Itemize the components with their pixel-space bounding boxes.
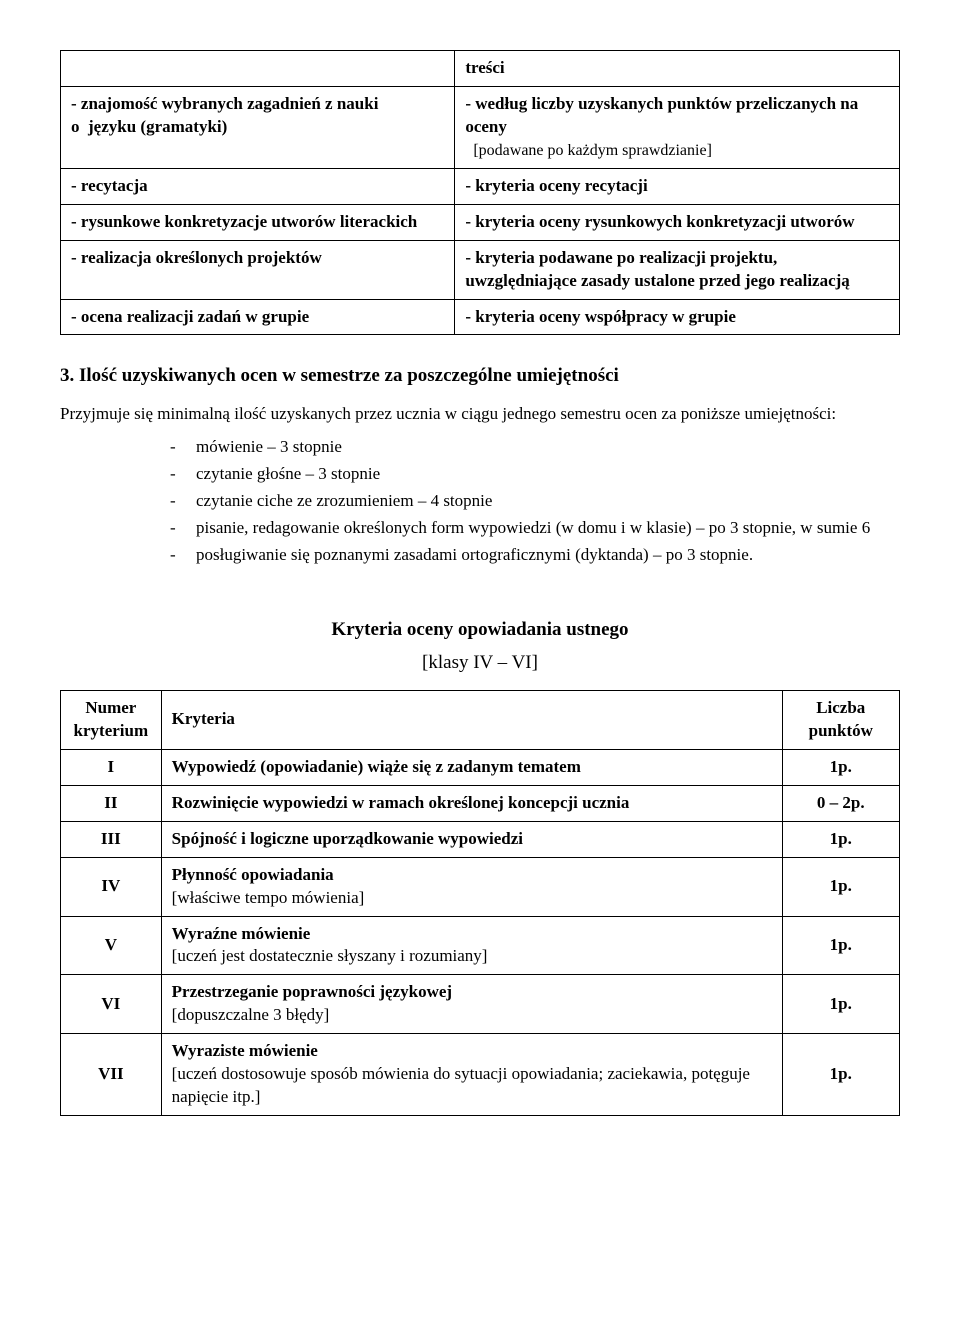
table-row: treści [61, 51, 900, 87]
table-row: IIISpójność i logiczne uporządkowanie wy… [61, 821, 900, 857]
criteria-text: Wyraźne mówienie[uczeń jest dostatecznie… [161, 916, 782, 975]
map-left-cell: - ocena realizacji zadań w grupie [61, 299, 455, 335]
map-left-cell [61, 51, 455, 87]
map-right-cell: - według liczby uzyskanych punktów przel… [455, 86, 900, 168]
criteria-num: III [61, 821, 162, 857]
criteria-text: Przestrzeganie poprawności językowej[dop… [161, 975, 782, 1034]
criteria-num: II [61, 785, 162, 821]
map-right-cell: - kryteria oceny współpracy w grupie [455, 299, 900, 335]
map-right-cell: - kryteria oceny rysunkowych konkretyzac… [455, 204, 900, 240]
mapping-table: treści- znajomość wybranych zagadnień z … [60, 50, 900, 335]
criteria-header-num: Numer kryterium [61, 690, 162, 749]
table-row: IIRozwinięcie wypowiedzi w ramach określ… [61, 785, 900, 821]
list-item: czytanie głośne – 3 stopnie [170, 463, 900, 486]
table-row: - znajomość wybranych zagadnień z nauki … [61, 86, 900, 168]
map-left-cell: - znajomość wybranych zagadnień z nauki … [61, 86, 455, 168]
criteria-text: Rozwinięcie wypowiedzi w ramach określon… [161, 785, 782, 821]
map-left-cell: - recytacja [61, 168, 455, 204]
table-row: - rysunkowe konkretyzacje utworów litera… [61, 204, 900, 240]
criteria-text: Wypowiedź (opowiadanie) wiąże się z zada… [161, 749, 782, 785]
map-right-cell: - kryteria podawane po realizacji projek… [455, 240, 900, 299]
criteria-points: 1p. [782, 1034, 899, 1116]
criteria-table: Numer kryterium Kryteria Liczba punktów … [60, 690, 900, 1116]
table-row: - ocena realizacji zadań w grupie- kryte… [61, 299, 900, 335]
table-row: VIIWyraziste mówienie[uczeń dostosowuje … [61, 1034, 900, 1116]
table-row: VWyraźne mówienie[uczeń jest dostateczni… [61, 916, 900, 975]
criteria-text: Płynność opowiadania[właściwe tempo mówi… [161, 857, 782, 916]
criteria-points: 1p. [782, 916, 899, 975]
criteria-num: VII [61, 1034, 162, 1116]
table-row: - recytacja- kryteria oceny recytacji [61, 168, 900, 204]
criteria-num: V [61, 916, 162, 975]
section-3-heading: 3. Ilość uzyskiwanych ocen w semestrze z… [60, 363, 900, 389]
table-row: - realizacja określonych projektów- kryt… [61, 240, 900, 299]
map-left-cell: - realizacja określonych projektów [61, 240, 455, 299]
list-item: czytanie ciche ze zrozumieniem – 4 stopn… [170, 490, 900, 513]
map-left-cell: - rysunkowe konkretyzacje utworów litera… [61, 204, 455, 240]
criteria-num: I [61, 749, 162, 785]
table-row: VIPrzestrzeganie poprawności językowej[d… [61, 975, 900, 1034]
criteria-points: 1p. [782, 975, 899, 1034]
map-right-cell: - kryteria oceny recytacji [455, 168, 900, 204]
criteria-text: Wyraziste mówienie[uczeń dostosowuje spo… [161, 1034, 782, 1116]
criteria-title: Kryteria oceny opowiadania ustnego [60, 617, 900, 643]
map-right-cell: treści [455, 51, 900, 87]
criteria-text: Spójność i logiczne uporządkowanie wypow… [161, 821, 782, 857]
list-item: pisanie, redagowanie określonych form wy… [170, 517, 900, 540]
criteria-header-pts: Liczba punktów [782, 690, 899, 749]
table-row: IVPłynność opowiadania[właściwe tempo mó… [61, 857, 900, 916]
section-3-intro: Przyjmuje się minimalną ilość uzyskanych… [60, 403, 900, 426]
table-row: IWypowiedź (opowiadanie) wiąże się z zad… [61, 749, 900, 785]
criteria-num: VI [61, 975, 162, 1034]
criteria-header-crit: Kryteria [161, 690, 782, 749]
criteria-points: 1p. [782, 749, 899, 785]
list-item: mówienie – 3 stopnie [170, 436, 900, 459]
criteria-points: 1p. [782, 857, 899, 916]
criteria-points: 0 – 2p. [782, 785, 899, 821]
criteria-num: IV [61, 857, 162, 916]
criteria-subtitle: [klasy IV – VI] [60, 650, 900, 676]
criteria-points: 1p. [782, 821, 899, 857]
list-item: posługiwanie się poznanymi zasadami orto… [170, 544, 900, 567]
skills-list: mówienie – 3 stopnie czytanie głośne – 3 … [170, 436, 900, 567]
